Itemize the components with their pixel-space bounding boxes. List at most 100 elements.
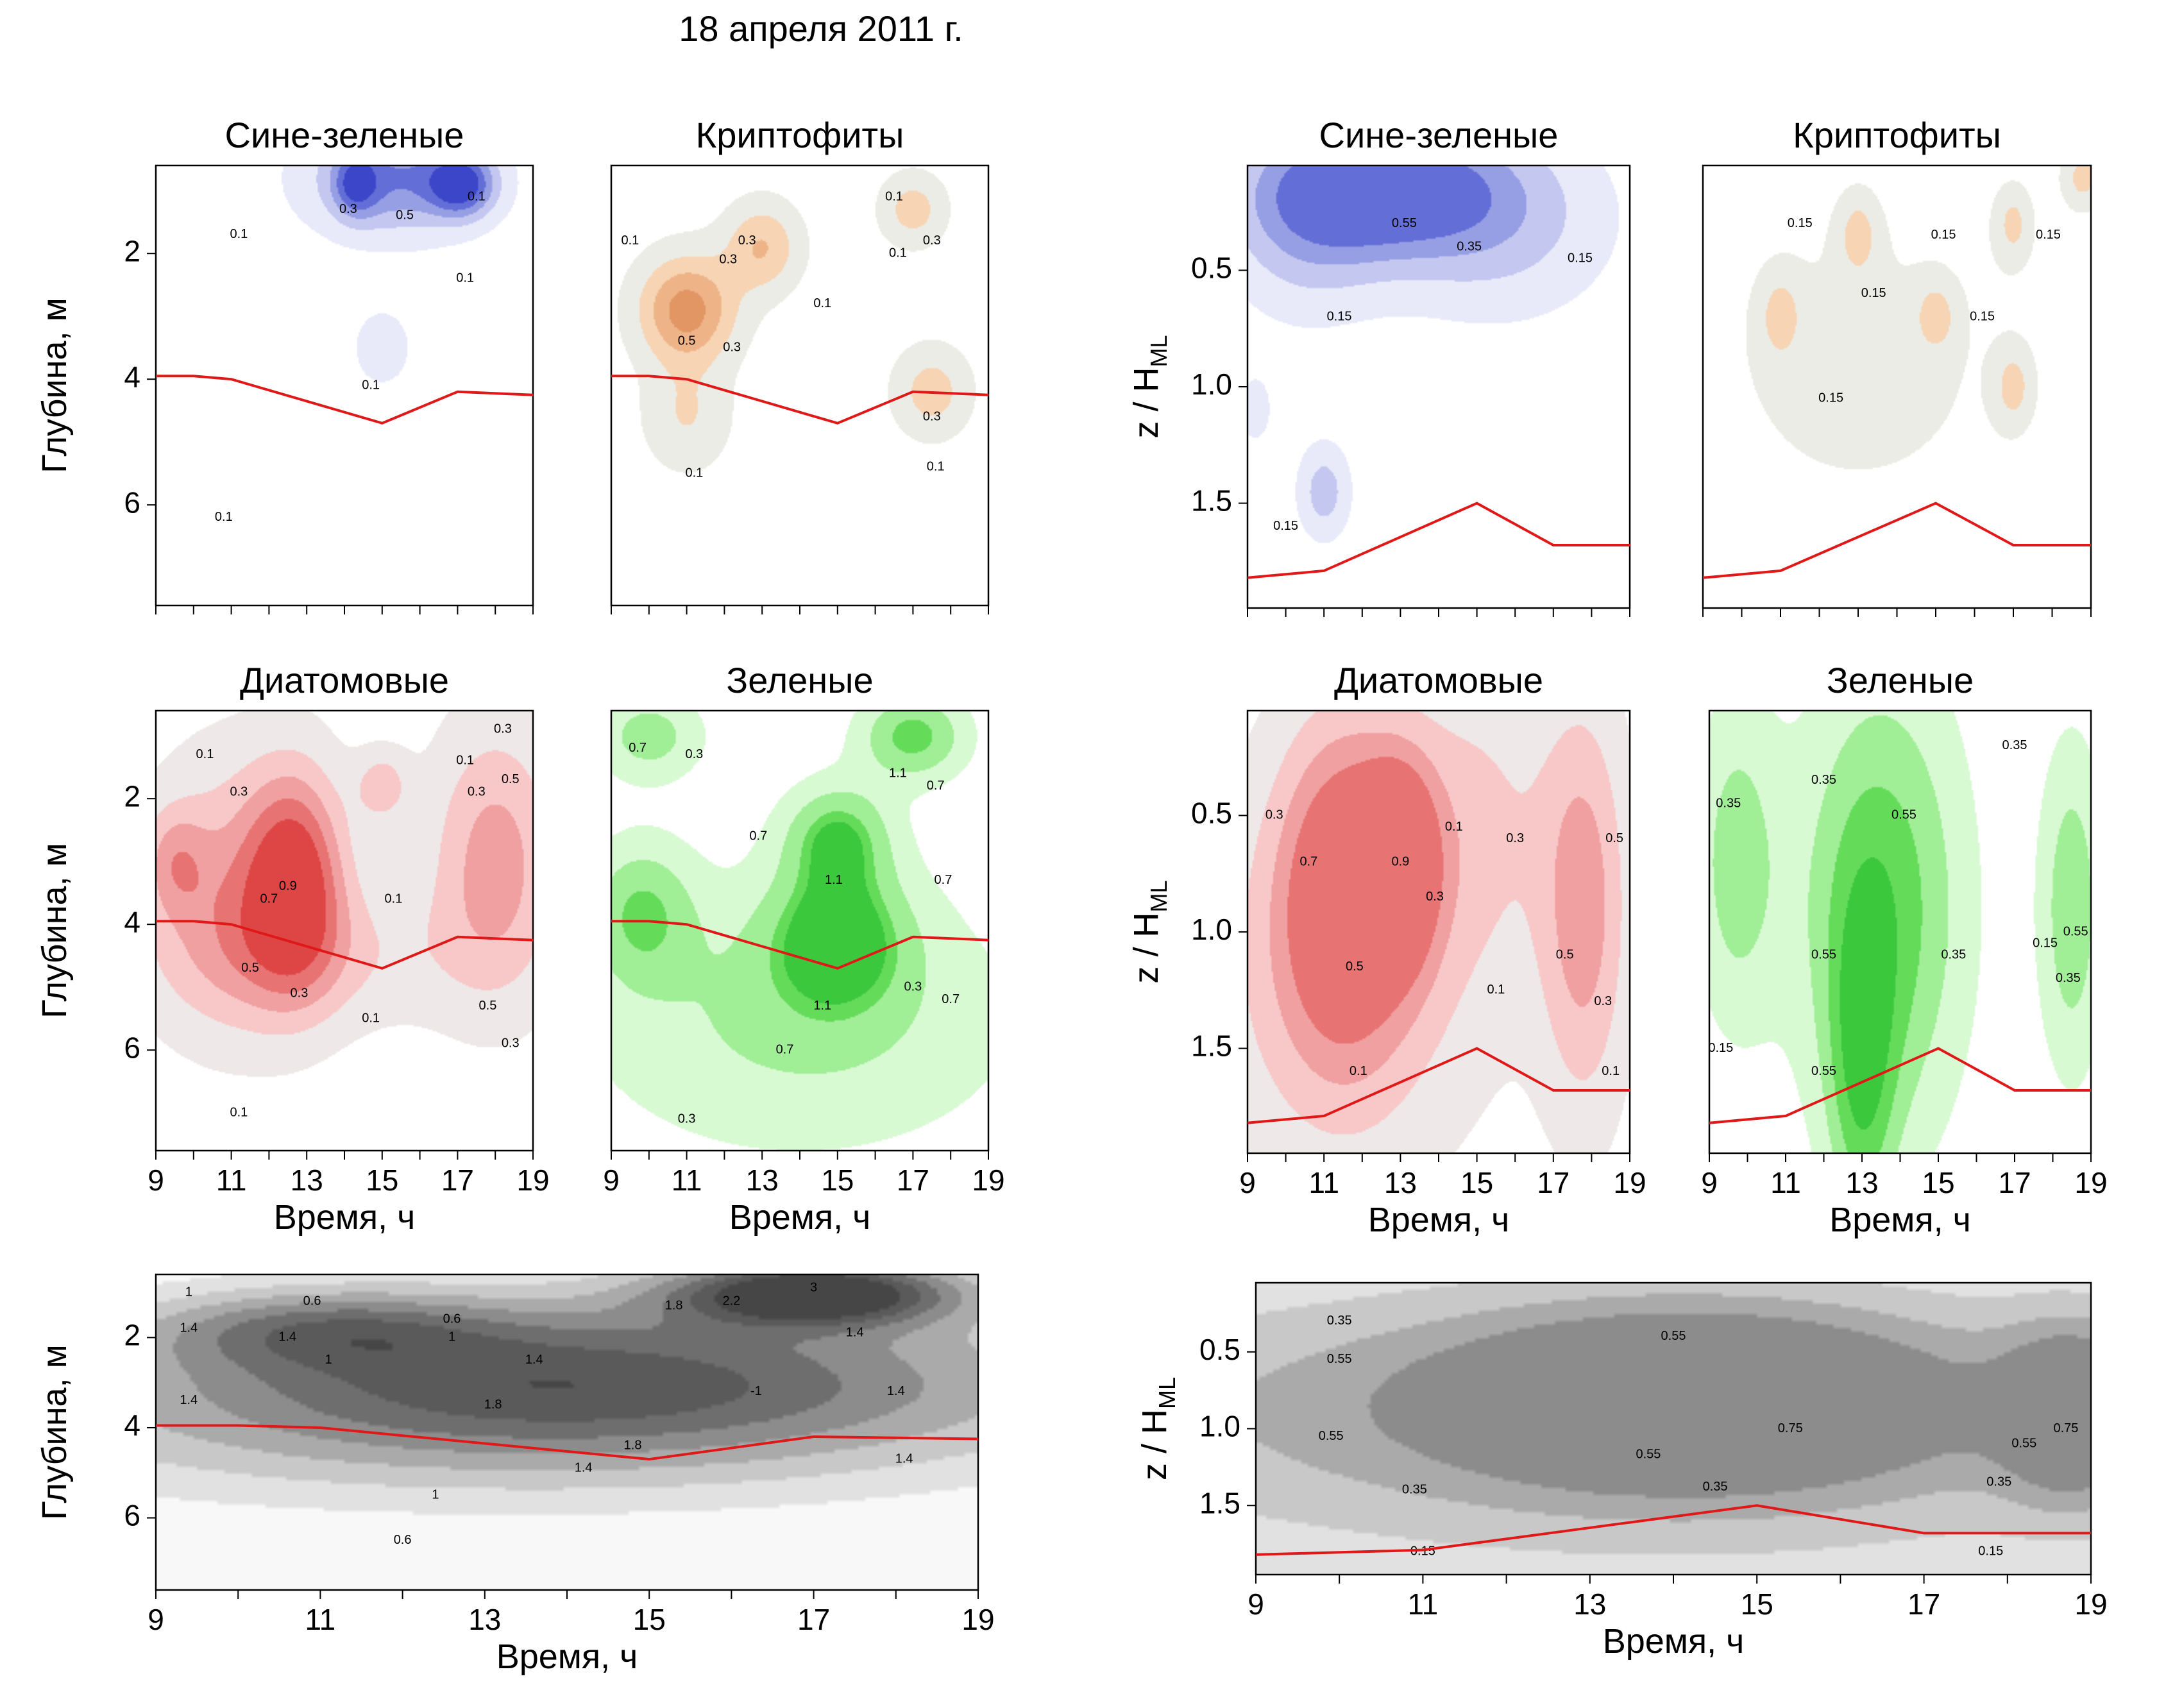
x-tick-label: 17 — [1537, 1166, 1570, 1199]
panel-rel-diatom: 0.3 0.7 0.9 0.3 0.1 0.5 0.1 0.3 0.5 0.5 0.3 0.1 0.1 9… — [1127, 660, 1646, 1239]
contour-label: 0.7 — [1299, 854, 1317, 868]
contour-label: 0.5 — [502, 772, 520, 786]
contour-label: 0.15 — [1708, 1041, 1733, 1055]
contour-label: 0.3 — [923, 233, 941, 248]
mixed-layer-line — [611, 375, 989, 425]
contour-label: 0.3 — [494, 722, 512, 736]
y-tick-label: 0.5 — [1191, 251, 1232, 285]
mixed-layer-line — [1255, 1504, 2091, 1556]
contour-label: 0.55 — [1319, 1429, 1344, 1443]
mixed-layer-line — [156, 375, 534, 425]
x-tick-label: 15 — [1922, 1166, 1954, 1199]
contour-label: 1.4 — [887, 1384, 905, 1398]
contour-label: 0.15 — [1970, 309, 1995, 323]
contour-label: 0.55 — [1811, 1064, 1836, 1078]
contour-label: 0.5 — [1346, 960, 1364, 974]
contour-label: 0.15 — [2033, 936, 2058, 950]
x-tick-label: 11 — [216, 1163, 247, 1197]
contour-label: 0.5 — [678, 334, 696, 348]
contour-field — [1256, 1283, 2091, 1575]
contour-label: 1.1 — [889, 766, 907, 780]
contour-field — [611, 711, 988, 1151]
x-tick-label: 15 — [366, 1163, 398, 1197]
contour-field — [1709, 711, 2091, 1153]
x-axis-label: Время, ч — [496, 1637, 638, 1676]
contour-label: 0.1 — [1487, 983, 1505, 997]
mixed-layer-line — [1702, 502, 2091, 579]
contour-label: 1.4 — [895, 1451, 913, 1466]
contour-label: 0.75 — [1778, 1421, 1803, 1435]
contour-label: 1.4 — [278, 1330, 296, 1344]
contour-label: 0.1 — [468, 189, 486, 203]
contour-label: 0.3 — [738, 233, 756, 248]
contour-label: 0.15 — [1931, 228, 1956, 242]
y-tick-label: 6 — [124, 486, 140, 519]
contour-label: 0.15 — [1788, 216, 1813, 230]
contour-label: 0.1 — [889, 246, 907, 260]
y-tick-label: 2 — [124, 1319, 140, 1352]
y-axis-label: Глубина, м — [35, 1344, 74, 1519]
contour-label: 0.55 — [1891, 808, 1916, 822]
contour-label: 0.1 — [621, 233, 639, 248]
x-tick-label: 11 — [1408, 1587, 1439, 1621]
contour-label: 0.1 — [685, 466, 703, 480]
x-tick-label: 13 — [746, 1163, 779, 1197]
contour-field — [611, 165, 988, 605]
contour-label: 0.35 — [1457, 239, 1482, 253]
contour-label: 0.3 — [1265, 808, 1283, 822]
panel-abs-green: 0.7 0.3 0.7 1.1 1.1 0.7 1.1 0.7 0.7 0.7 0.3 0.3 9 11 1… — [603, 660, 1004, 1237]
y-tick-label: 4 — [124, 1408, 140, 1442]
y-tick-label: 0.5 — [1199, 1333, 1240, 1366]
contour-label: 0.3 — [719, 252, 737, 266]
contour-label: 0.35 — [1402, 1483, 1427, 1497]
contour-label: 0.7 — [927, 779, 945, 793]
contour-label: 0.7 — [629, 741, 647, 755]
panel-rel-cyano: 0.15 0.55 0.35 0.15 0.15 0.5 1.0 1.5 Сине-зелены… — [1127, 115, 1631, 617]
figure-title: 18 апреля 2011 г. — [679, 8, 963, 49]
y-axis-label: z / HML — [1127, 880, 1172, 983]
x-tick-label: 17 — [441, 1163, 474, 1197]
contour-label: 0.35 — [1327, 1314, 1352, 1328]
contour-label: 0.75 — [2053, 1421, 2078, 1435]
contour-label: 0.3 — [1594, 994, 1612, 1008]
contour-label: 0.9 — [279, 879, 297, 893]
contour-label: 0.15 — [1818, 391, 1843, 405]
x-tick-label: 19 — [972, 1163, 1004, 1197]
panel-abs-total: 1 1.4 0.6 1.4 1 0.6 1 1.4 1.8 1.8 2.2 3 1.4 -1 1.4 1.4 1… — [35, 1273, 995, 1676]
contour-label: 0.3 — [468, 785, 486, 799]
x-axis-label: Время, ч — [1603, 1622, 1745, 1661]
contour-label: 1.8 — [665, 1298, 683, 1312]
x-tick-label: 15 — [633, 1603, 666, 1636]
x-tick-label: 11 — [1308, 1166, 1339, 1199]
contour-label: 0.3 — [339, 202, 357, 216]
x-tick-label: 19 — [2074, 1166, 2107, 1199]
contour-label: 0.7 — [260, 892, 278, 906]
mixed-layer-line — [1247, 502, 1630, 579]
contour-label: 0.1 — [456, 271, 474, 285]
contour-label: 0.55 — [1661, 1329, 1686, 1343]
contour-label: 0.3 — [678, 1112, 696, 1126]
y-axis-label: z / HML — [1135, 1377, 1180, 1480]
y-tick-label: 4 — [124, 905, 140, 938]
x-tick-label: 17 — [897, 1163, 929, 1197]
contour-label: 0.35 — [1941, 948, 1966, 962]
contour-label: 0.1 — [1350, 1064, 1367, 1078]
x-axis-label: Время, ч — [729, 1198, 871, 1237]
contour-label: 1 — [448, 1330, 455, 1344]
contour-label: 0.1 — [362, 1011, 380, 1025]
x-tick-label: 19 — [1613, 1166, 1646, 1199]
contour-field — [1248, 711, 1630, 1153]
contour-label: 0.6 — [303, 1294, 321, 1308]
panel-title: Зеленые — [726, 660, 873, 700]
contour-label: 0.1 — [230, 1105, 248, 1119]
contour-label: 1.1 — [825, 873, 843, 887]
x-tick-label: 9 — [603, 1163, 620, 1197]
contour-field — [1248, 165, 1630, 608]
y-tick-label: 4 — [124, 360, 140, 393]
contour-label: 3 — [810, 1280, 817, 1294]
contour-label: 1.4 — [180, 1321, 198, 1335]
contour-label: 0.35 — [1986, 1475, 2011, 1489]
contour-label: -1 — [750, 1384, 762, 1398]
contour-label: 0.5 — [479, 999, 497, 1013]
x-tick-label: 17 — [1908, 1587, 1940, 1621]
